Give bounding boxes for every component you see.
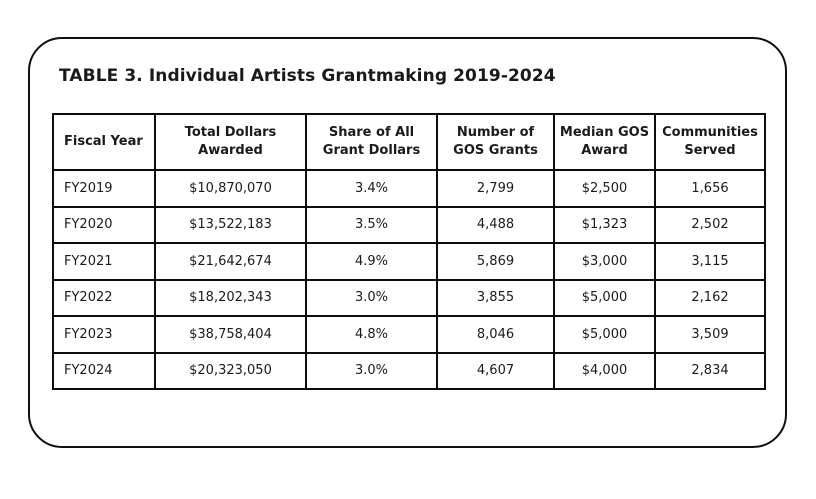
cell-communities-served: 3,509 [654,315,766,354]
cell-communities-served: 1,656 [654,169,766,208]
cell-fiscal-year: FY2024 [52,351,156,390]
header-number-of-gos-grants: Number of GOS Grants [436,113,555,171]
cell-total-dollars-awarded: $10,870,070 [154,169,307,208]
header-median-gos-award: Median GOS Award [553,113,656,171]
table-row-fy2022: FY2022 $18,202,343 3.0% 3,855 $5,000 2,1… [52,278,766,317]
cell-fiscal-year: FY2022 [52,278,156,317]
table-card: TABLE 3. Individual Artists Grantmaking … [28,37,787,448]
cell-total-dollars-awarded: $13,522,183 [154,205,307,244]
cell-share-of-all-grant-dollars: 4.8% [305,315,438,354]
cell-communities-served: 3,115 [654,242,766,281]
cell-communities-served: 2,502 [654,205,766,244]
cell-total-dollars-awarded: $38,758,404 [154,315,307,354]
table-row-fy2024: FY2024 $20,323,050 3.0% 4,607 $4,000 2,8… [52,351,766,390]
cell-share-of-all-grant-dollars: 3.0% [305,278,438,317]
cell-median-gos-award: $5,000 [553,315,656,354]
cell-total-dollars-awarded: $20,323,050 [154,351,307,390]
cell-fiscal-year: FY2021 [52,242,156,281]
cell-number-of-gos-grants: 4,607 [436,351,555,390]
table-row-fy2023: FY2023 $38,758,404 4.8% 8,046 $5,000 3,5… [52,315,766,354]
cell-fiscal-year: FY2020 [52,205,156,244]
cell-median-gos-award: $5,000 [553,278,656,317]
cell-number-of-gos-grants: 3,855 [436,278,555,317]
cell-fiscal-year: FY2019 [52,169,156,208]
cell-median-gos-award: $2,500 [553,169,656,208]
cell-share-of-all-grant-dollars: 3.0% [305,351,438,390]
header-fiscal-year: Fiscal Year [52,113,156,171]
cell-number-of-gos-grants: 2,799 [436,169,555,208]
cell-number-of-gos-grants: 8,046 [436,315,555,354]
cell-communities-served: 2,834 [654,351,766,390]
cell-number-of-gos-grants: 4,488 [436,205,555,244]
header-share-of-all-grant-dollars: Share of All Grant Dollars [305,113,438,171]
cell-share-of-all-grant-dollars: 4.9% [305,242,438,281]
grantmaking-table: Fiscal Year Total Dollars Awarded Share … [52,113,766,390]
header-communities-served: Communities Served [654,113,766,171]
cell-number-of-gos-grants: 5,869 [436,242,555,281]
cell-share-of-all-grant-dollars: 3.4% [305,169,438,208]
table-title: TABLE 3. Individual Artists Grantmaking … [59,66,556,86]
cell-total-dollars-awarded: $21,642,674 [154,242,307,281]
cell-communities-served: 2,162 [654,278,766,317]
header-row: Fiscal Year Total Dollars Awarded Share … [52,113,766,171]
table-row-fy2020: FY2020 $13,522,183 3.5% 4,488 $1,323 2,5… [52,205,766,244]
cell-median-gos-award: $3,000 [553,242,656,281]
cell-median-gos-award: $1,323 [553,205,656,244]
cell-share-of-all-grant-dollars: 3.5% [305,205,438,244]
table-row-fy2019: FY2019 $10,870,070 3.4% 2,799 $2,500 1,6… [52,169,766,208]
header-total-dollars-awarded: Total Dollars Awarded [154,113,307,171]
table-row-fy2021: FY2021 $21,642,674 4.9% 5,869 $3,000 3,1… [52,242,766,281]
cell-total-dollars-awarded: $18,202,343 [154,278,307,317]
cell-fiscal-year: FY2023 [52,315,156,354]
cell-median-gos-award: $4,000 [553,351,656,390]
